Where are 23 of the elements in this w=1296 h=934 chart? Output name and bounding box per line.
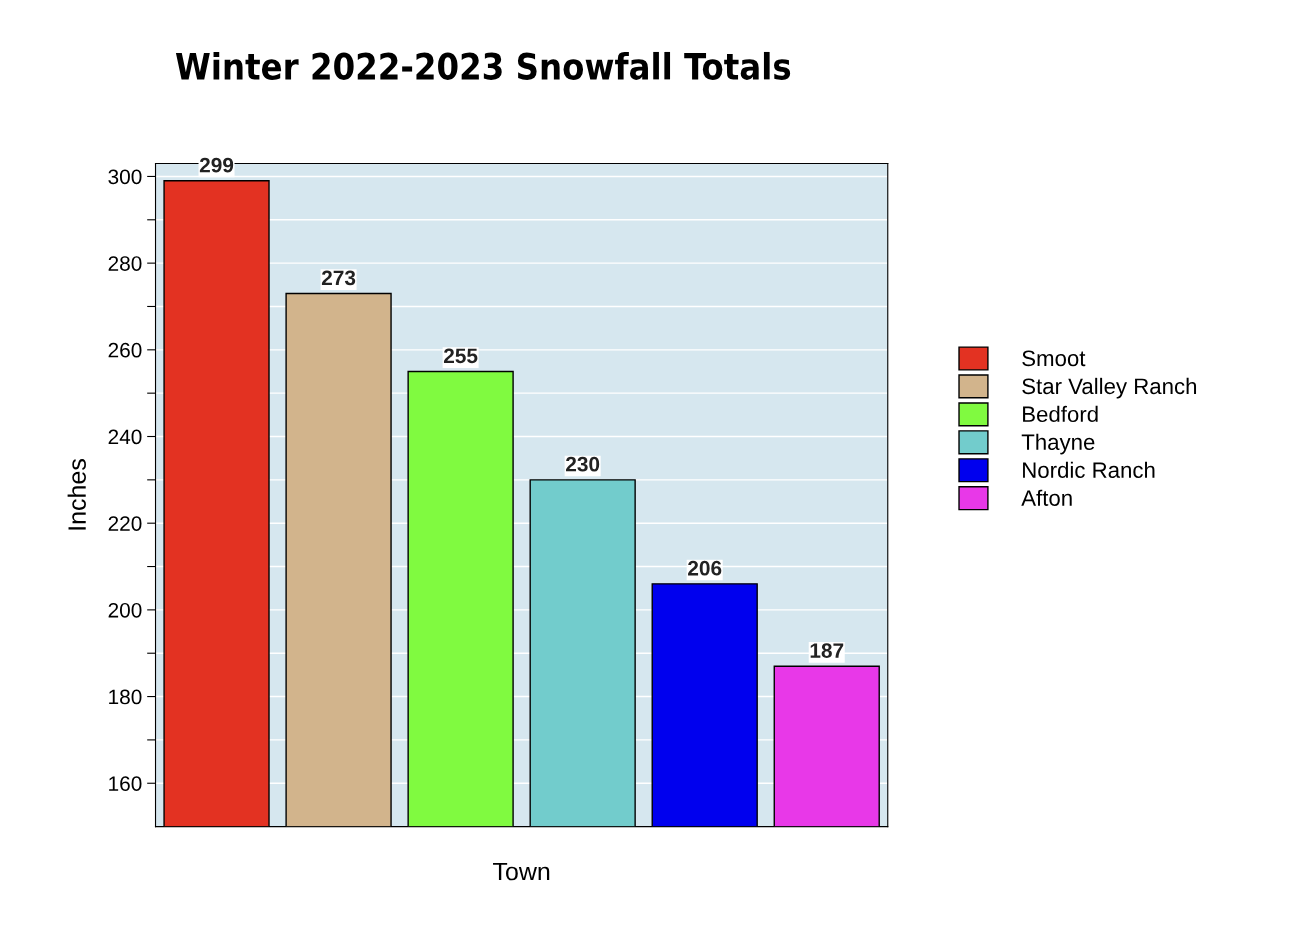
data-label: 299	[199, 157, 234, 173]
data-label: 230	[566, 456, 600, 472]
legend-label: Afton	[1021, 489, 1072, 506]
y-tick-label: 200	[108, 602, 142, 618]
legend-label: Star Valley Ranch	[1022, 377, 1197, 399]
data-label: 273	[321, 270, 356, 286]
chart-title: Winter 2022-2023 Snowfall Totals	[175, 51, 791, 80]
y-tick-label: 180	[109, 689, 142, 705]
legend-label: Smoot	[1022, 350, 1086, 367]
y-tick-label: 280	[108, 256, 142, 271]
data-label: 255	[443, 348, 478, 364]
legend-label: Bedford	[1023, 405, 1098, 423]
y-tick-label: 160	[109, 776, 142, 791]
y-tick-label: 260	[108, 342, 142, 358]
data-label: 187	[810, 643, 844, 658]
x-axis-title: Town	[493, 862, 550, 881]
y-tick-label: 300	[108, 169, 142, 185]
y-axis-title: Inches	[67, 459, 86, 530]
data-label: 206	[688, 560, 722, 576]
legend-label: Nordic Ranch	[1023, 461, 1155, 478]
y-tick-label: 220	[108, 516, 142, 531]
y-tick-label: 240	[108, 429, 142, 445]
legend-label: Thayne	[1021, 433, 1095, 455]
